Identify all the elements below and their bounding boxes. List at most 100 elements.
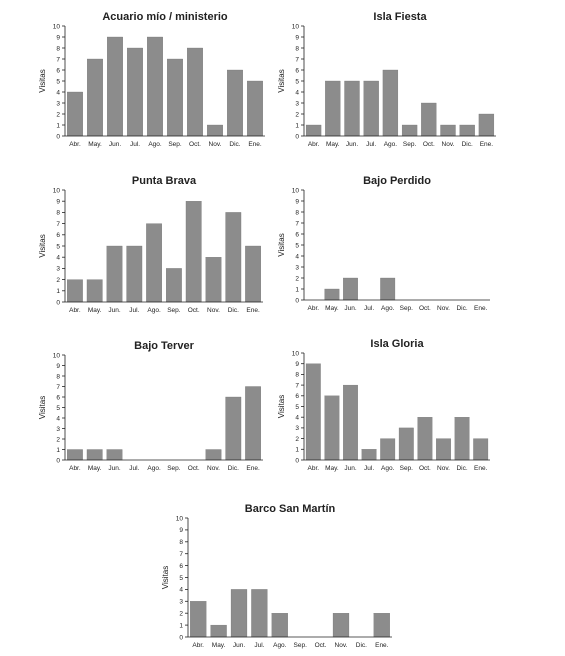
x-tick-label: Sep. <box>294 642 308 649</box>
chart-title: Barco San Martín <box>245 503 336 515</box>
x-tick-label: May. <box>88 141 102 148</box>
x-tick-label: Oct. <box>189 141 201 148</box>
bar-jul <box>126 245 143 303</box>
bar-abr <box>67 449 83 461</box>
x-tick-label: Dic. <box>356 642 367 649</box>
bar-dic <box>225 212 242 303</box>
bar-abr <box>67 279 83 303</box>
y-tick-label: 9 <box>179 527 183 534</box>
y-tick-label: 9 <box>56 199 60 206</box>
x-tick-label: Dic. <box>456 465 467 472</box>
bar-ene <box>373 613 390 638</box>
x-tick-label: Ago. <box>147 465 161 472</box>
x-tick-label: Jul. <box>129 465 139 472</box>
bar-abr <box>190 601 207 638</box>
y-tick-label: 8 <box>295 209 299 216</box>
x-tick-label: Jun. <box>233 642 245 649</box>
chart-title: Isla Gloria <box>370 338 424 350</box>
x-tick-label: Abr. <box>69 141 81 148</box>
chart-title: Bajo Terver <box>134 340 194 352</box>
y-axis-label: Visitas <box>38 396 47 419</box>
bar-ago <box>271 613 288 638</box>
bar-jul <box>251 589 268 638</box>
y-tick-label: 0 <box>295 457 299 464</box>
x-tick-label: Sep. <box>400 305 414 312</box>
bar-nov <box>207 124 223 137</box>
y-tick-label: 9 <box>56 34 60 41</box>
x-tick-label: Nov. <box>207 465 220 472</box>
x-tick-label: Jun. <box>346 141 358 148</box>
y-tick-label: 7 <box>56 221 60 228</box>
y-tick-label: 3 <box>295 425 299 432</box>
chart-title: Isla Fiesta <box>373 11 427 23</box>
y-tick-label: 6 <box>56 67 60 74</box>
y-tick-label: 8 <box>295 372 299 379</box>
y-tick-label: 4 <box>56 255 60 262</box>
bar-dic <box>227 69 243 137</box>
bar-ene <box>247 80 263 137</box>
x-tick-label: Ago. <box>381 465 395 472</box>
y-tick-label: 2 <box>179 611 183 618</box>
bar-dic <box>225 396 242 461</box>
x-tick-label: Abr. <box>192 642 204 649</box>
y-tick-label: 10 <box>292 187 300 194</box>
bar-jun <box>106 449 123 461</box>
x-tick-label: Ene. <box>248 141 262 148</box>
x-tick-label: Ago. <box>384 141 398 148</box>
bar-jul <box>361 449 377 461</box>
bar-ene <box>245 245 261 303</box>
y-axis-label: Visitas <box>277 69 286 92</box>
y-tick-label: 0 <box>56 133 60 140</box>
x-tick-label: Ene. <box>246 465 260 472</box>
x-tick-label: Jun. <box>108 307 120 314</box>
y-tick-label: 3 <box>295 264 299 271</box>
y-tick-label: 4 <box>56 415 60 422</box>
x-tick-label: Oct. <box>423 141 435 148</box>
bar-jul <box>127 47 143 137</box>
x-tick-label: Jul. <box>364 465 374 472</box>
x-tick-label: Ene. <box>474 305 488 312</box>
y-tick-label: 0 <box>56 299 60 306</box>
chart-title: Punta Brava <box>132 175 197 187</box>
x-tick-label: May. <box>212 642 226 649</box>
x-tick-label: Oct. <box>188 465 200 472</box>
y-tick-label: 7 <box>56 56 60 63</box>
bar-jun <box>343 277 358 301</box>
x-tick-label: Abr. <box>308 305 320 312</box>
bar-may <box>210 624 227 638</box>
chart-3: Punta Brava Visitas 0 1 2 3 4 5 6 7 8 9 10 Abr. May. Ju… <box>38 175 263 314</box>
x-tick-label: Ene. <box>375 642 389 649</box>
bar-sep <box>401 124 418 137</box>
x-tick-label: Oct. <box>419 305 431 312</box>
bar-jun <box>107 36 123 137</box>
y-tick-label: 5 <box>56 243 60 250</box>
x-tick-label: Dic. <box>228 465 239 472</box>
y-axis-label: Visitas <box>38 234 47 257</box>
y-tick-label: 7 <box>179 551 183 558</box>
x-tick-label: Jul. <box>254 642 264 649</box>
y-tick-label: 4 <box>295 89 299 96</box>
x-tick-label: Ago. <box>381 305 395 312</box>
y-tick-label: 8 <box>295 45 299 52</box>
x-tick-label: Jul. <box>366 141 376 148</box>
y-axis-label: Visitas <box>38 69 47 92</box>
x-tick-label: May. <box>325 305 339 312</box>
y-tick-label: 2 <box>295 111 299 118</box>
y-tick-label: 10 <box>53 352 61 359</box>
bar-ago <box>147 36 163 137</box>
bar-ene <box>245 386 261 461</box>
bar-abr <box>305 363 321 461</box>
x-tick-label: Jul. <box>129 307 139 314</box>
y-tick-label: 1 <box>295 122 299 129</box>
y-tick-label: 9 <box>295 34 299 41</box>
y-axis-label: Visitas <box>277 395 286 418</box>
y-tick-label: 9 <box>295 361 299 368</box>
y-axis-label: Visitas <box>161 566 170 589</box>
y-tick-label: 3 <box>56 426 60 433</box>
y-tick-label: 5 <box>295 78 299 85</box>
x-tick-label: Ene. <box>474 465 488 472</box>
x-tick-label: Nov. <box>335 642 348 649</box>
bar-ago <box>146 223 162 303</box>
y-tick-label: 7 <box>56 384 60 391</box>
